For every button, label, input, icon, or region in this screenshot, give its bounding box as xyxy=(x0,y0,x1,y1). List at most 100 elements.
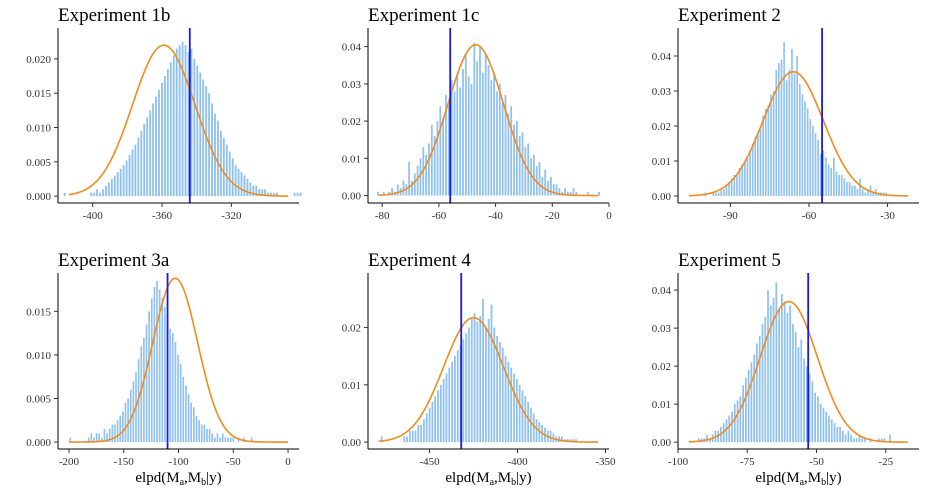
histogram-bar xyxy=(819,404,822,443)
histogram-bar xyxy=(586,191,589,196)
histogram-bar xyxy=(544,169,547,196)
x-tick-label: -40 xyxy=(488,210,503,222)
histogram-bar xyxy=(797,347,800,443)
histogram-bar xyxy=(431,401,434,443)
histogram-bar xyxy=(224,437,227,443)
panel-title: Experiment 3a xyxy=(58,250,170,271)
x-tick-label: 0 xyxy=(285,456,291,468)
histogram-bar xyxy=(803,358,805,443)
histogram-bar xyxy=(804,101,806,196)
histogram-bar xyxy=(764,316,767,443)
normal-curve xyxy=(68,44,289,197)
y-tick-label: 0.015 xyxy=(26,306,51,318)
histogram-bar xyxy=(416,165,419,196)
histogram-bar xyxy=(814,133,817,196)
histogram-bar xyxy=(190,48,193,197)
histogram-bar xyxy=(237,168,240,197)
x-tick-label: -450 xyxy=(419,456,440,468)
histogram-bar xyxy=(697,438,700,443)
histogram-bar xyxy=(161,82,163,197)
histogram-bar xyxy=(174,341,177,443)
histogram-bar xyxy=(63,192,66,197)
histogram-bar xyxy=(216,433,219,443)
panel-5: Experiment 4 0.00 0.01 0.02 -450 -400 -350 elpd… xyxy=(342,250,616,488)
histogram-bar xyxy=(572,188,575,196)
histogram-bar xyxy=(841,430,844,443)
histogram-bar xyxy=(102,189,104,197)
histogram-bar xyxy=(299,192,302,197)
histogram-bar xyxy=(709,438,711,443)
histogram-bar xyxy=(521,390,524,443)
histogram-bar xyxy=(825,157,827,196)
histogram-bar xyxy=(499,341,501,443)
histogram-bar xyxy=(501,102,504,196)
histogram-bar xyxy=(190,402,193,443)
histogram-bar xyxy=(738,168,741,196)
histogram-bar xyxy=(125,160,128,197)
histogram-bar xyxy=(143,124,146,197)
histogram-bar xyxy=(234,165,237,197)
histogram-bar xyxy=(490,304,493,443)
histogram-bars xyxy=(377,42,600,196)
histogram-bar xyxy=(101,437,103,443)
histogram-bar xyxy=(442,117,445,196)
histogram-bar xyxy=(90,433,93,443)
x-tick-label: -150 xyxy=(114,456,135,468)
histogram-bar xyxy=(538,162,541,196)
histogram-bar xyxy=(430,124,433,196)
x-tick-label: -360 xyxy=(152,210,173,222)
histogram-bar xyxy=(715,192,717,196)
histogram-bar xyxy=(758,335,761,443)
histogram-bar xyxy=(152,103,155,197)
histogram-bar xyxy=(261,189,264,197)
histogram-bar xyxy=(567,191,569,196)
histogram-bar xyxy=(858,434,861,443)
histogram-bar xyxy=(822,407,825,443)
histogram-bar xyxy=(258,189,261,197)
y-tick-label: 0.01 xyxy=(342,153,361,165)
histogram-bar xyxy=(825,411,828,443)
histogram-bars xyxy=(697,282,891,443)
histogram-bar xyxy=(532,154,535,196)
histogram-bar xyxy=(203,424,206,443)
histogram-bar xyxy=(789,305,792,443)
histogram-bar xyxy=(403,436,406,443)
histogram-bar xyxy=(129,389,132,443)
histogram-bar xyxy=(267,192,269,197)
histogram-bar xyxy=(439,384,442,443)
histogram-bar xyxy=(198,420,200,443)
histogram-bar xyxy=(465,333,468,443)
histogram-bar xyxy=(846,182,848,196)
histogram-bar xyxy=(835,171,838,196)
y-tick-label: 0.010 xyxy=(26,350,51,362)
histogram-bar xyxy=(750,362,753,443)
histogram-bar xyxy=(530,407,532,443)
histogram-bar xyxy=(864,438,866,443)
x-tick-label: 0 xyxy=(606,210,612,222)
histogram-bar xyxy=(163,76,166,197)
histogram-bar xyxy=(772,297,775,443)
histogram-bar xyxy=(524,396,527,443)
histogram-bar xyxy=(731,411,733,443)
histogram-bar xyxy=(447,102,450,196)
histogram-bar xyxy=(445,373,448,443)
histogram-bar xyxy=(172,55,175,197)
histogram-bar xyxy=(838,175,840,196)
histogram-bar xyxy=(850,434,852,443)
histogram-bar xyxy=(762,115,764,196)
y-tick-label: 0.02 xyxy=(342,322,361,334)
histogram-bar xyxy=(205,86,208,197)
histogram-bar xyxy=(177,354,179,443)
histogram-bar xyxy=(473,42,476,196)
x-tick-label: -50 xyxy=(226,456,241,468)
histogram-bar xyxy=(219,130,222,197)
histogram-bar xyxy=(513,373,515,443)
histogram-bar xyxy=(217,120,219,197)
histogram-bar xyxy=(456,350,459,443)
histogram-bar xyxy=(113,175,116,197)
y-tick-label: 0.04 xyxy=(652,285,672,297)
histogram-bar xyxy=(550,176,552,196)
x-tick-label: -350 xyxy=(595,456,616,468)
x-tick-label: -20 xyxy=(545,210,560,222)
histogram-bar xyxy=(214,437,216,443)
